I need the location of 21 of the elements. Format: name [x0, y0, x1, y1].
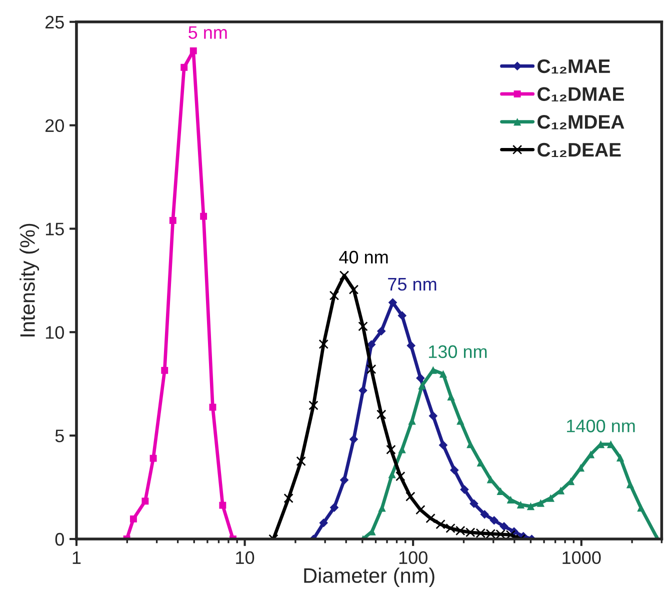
annotation: 5 nm [188, 26, 227, 39]
y-tick-label: 20 [45, 119, 64, 132]
legend-label: C₁₂MAE [538, 59, 610, 74]
x-tick-label: 10 [236, 551, 254, 564]
annotation: 40 nm [339, 250, 388, 264]
y-tick-label: 25 [45, 16, 64, 29]
legend-label: C₁₂DMAE [538, 87, 624, 102]
y-axis-title: Intensity (%) [20, 224, 40, 336]
annotation: 1400 nm [567, 420, 635, 432]
annotation: 130 nm [428, 345, 487, 358]
y-tick-label: 15 [46, 222, 64, 236]
x-axis-title: Diameter (nm) [304, 568, 434, 588]
legend-label: C₁₂MDEA [538, 115, 624, 130]
y-tick-label: 5 [55, 430, 64, 442]
x-tick-label: 1 [72, 551, 81, 564]
annotation: 75 nm [388, 278, 436, 291]
legend-label: C₁₂DEAE [538, 142, 621, 158]
x-tick-label: 100 [399, 551, 428, 564]
x-tick-label: 1000 [562, 551, 601, 564]
y-tick-label: 0 [55, 532, 64, 546]
y-tick-label: 10 [46, 326, 64, 339]
